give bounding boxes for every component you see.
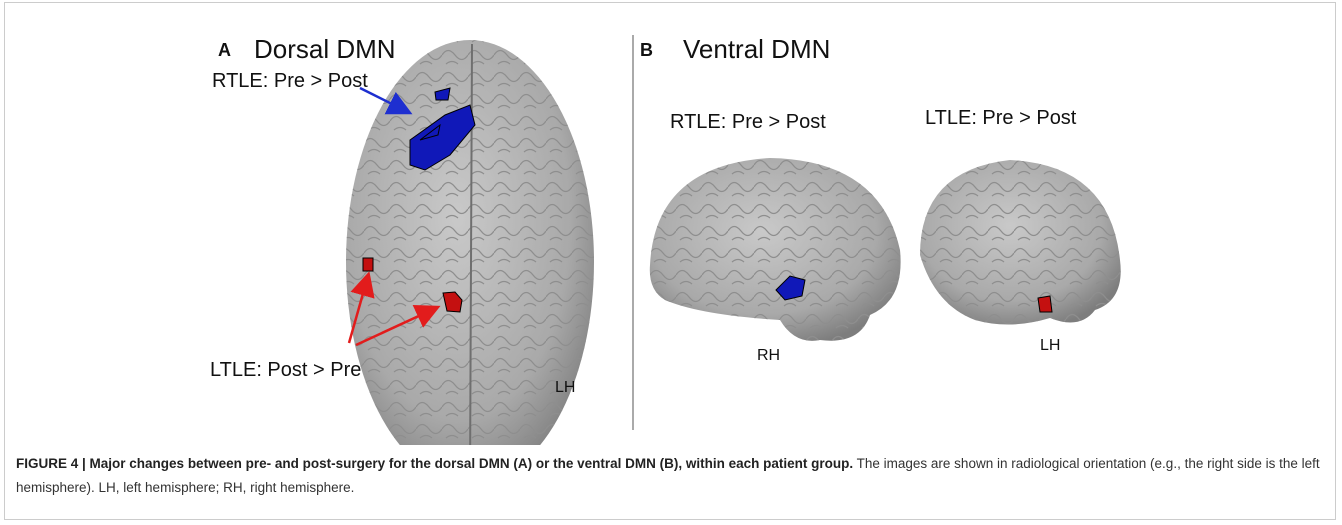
view-label: LTLE: Pre > Post — [925, 107, 1077, 129]
annotation: LTLE: Post > Pre — [210, 359, 361, 381]
panel-title: Dorsal DMN — [254, 34, 396, 64]
annotation: RTLE: Pre > Post — [212, 70, 368, 92]
hemisphere-label: RH — [757, 347, 780, 364]
page: A Dorsal DMN RTLE: Pre > Post LTLE: Post… — [0, 0, 1342, 525]
hemisphere-label: LH — [555, 379, 575, 396]
view-label: RTLE: Pre > Post — [670, 111, 826, 133]
caption-title: FIGURE 4 | Major changes between pre- an… — [16, 456, 853, 471]
panel-letter: B — [640, 40, 653, 60]
panel-letter: A — [218, 40, 231, 60]
panel-title: Ventral DMN — [683, 34, 830, 64]
figure: A Dorsal DMN RTLE: Pre > Post LTLE: Post… — [0, 0, 1342, 445]
brain-lateral-right — [650, 158, 901, 341]
brain-lateral-left — [920, 160, 1121, 325]
caption: FIGURE 4 | Major changes between pre- an… — [16, 452, 1326, 500]
hemisphere-label: LH — [1040, 337, 1060, 354]
